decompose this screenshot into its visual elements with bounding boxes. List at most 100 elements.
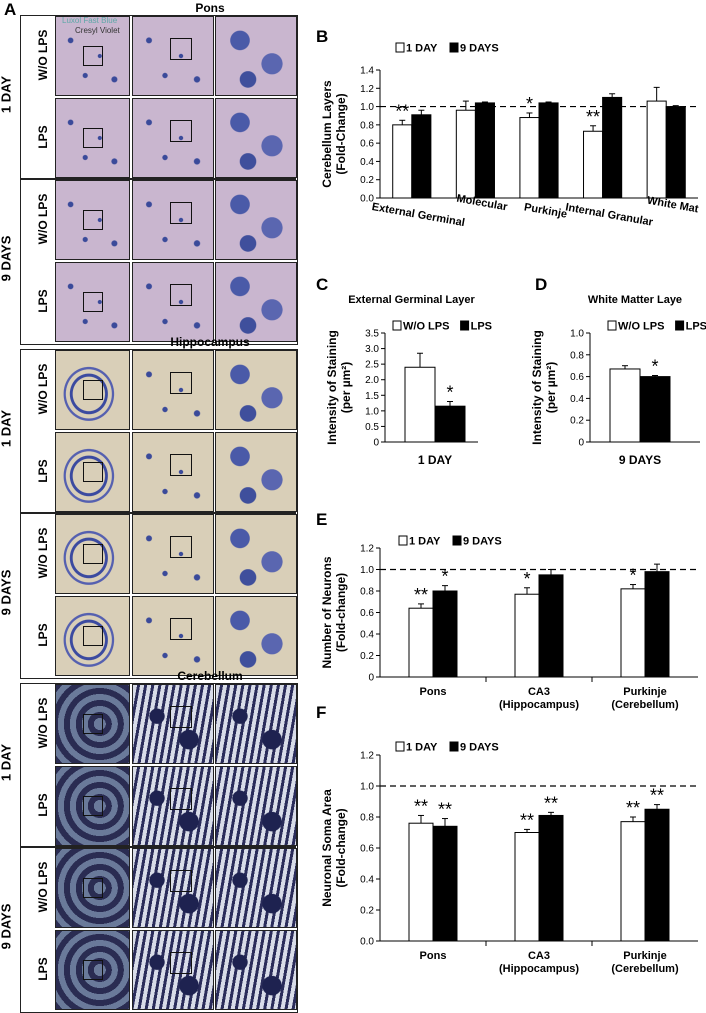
y-tick-label: 3.5: [365, 329, 379, 340]
y-tick-label: 0.4: [570, 394, 584, 405]
chart-title: White Matter Laye: [588, 294, 682, 306]
y-tick-label: 1.4: [360, 66, 374, 77]
histology-image: [215, 596, 297, 676]
y-tick-label: 0.8: [570, 350, 584, 361]
bar-9-days: [665, 106, 686, 199]
legend-label: W/O LPS: [618, 321, 664, 333]
inset-box: [83, 714, 103, 734]
bar-9-days: [411, 114, 432, 199]
bar-9-days: [602, 96, 623, 199]
legend-swatch: [452, 535, 462, 546]
histology-image: [55, 432, 130, 512]
inset-box: [170, 120, 192, 142]
category-label: CA3: [528, 950, 550, 962]
y-tick-label: 0.6: [360, 844, 374, 855]
histology-image: [215, 432, 297, 512]
legend-label: 1 DAY: [406, 742, 438, 754]
histology-image: [215, 766, 297, 846]
bar-1-day: [620, 821, 646, 942]
panel-letter-c: C: [316, 275, 328, 294]
bar-1-day: [514, 832, 540, 942]
y-tick-label: 0.4: [360, 630, 374, 641]
histology-image: [215, 16, 297, 96]
group-title-cerebellum: Cerebellum: [177, 669, 243, 683]
inset-box: [170, 38, 192, 60]
histology-image: [132, 432, 214, 512]
x-axis-label: 1 DAY: [418, 453, 452, 467]
y-axis-label: Intensity of Staining: [325, 330, 339, 445]
bar-9-days: [538, 574, 564, 678]
panel-letter-b: B: [316, 27, 328, 46]
inset-box: [170, 454, 192, 476]
bar-9-days: [432, 590, 458, 678]
y-tick-label: 0.2: [360, 906, 374, 917]
inset-box: [170, 284, 192, 306]
inset-box: [83, 878, 103, 898]
y-tick-label: 0.4: [360, 875, 374, 886]
y-tick-label: 0: [373, 438, 379, 449]
legend-swatch: [460, 320, 470, 331]
y-tick-label: 0.2: [360, 651, 374, 662]
chart-title: External Germinal Layer: [348, 294, 475, 306]
group-title-pons: Pons: [195, 1, 225, 15]
y-tick-label: 1.0: [360, 565, 374, 576]
legend-label: LPS: [686, 321, 706, 333]
y-axis-label: (Fold-change): [334, 573, 348, 652]
stain-legend-cresyl: Cresyl Violet: [75, 26, 120, 35]
y-axis-label: (Fold-Change): [334, 93, 348, 174]
legend-label: LPS: [471, 321, 492, 333]
significance-marker: **: [626, 798, 640, 818]
y-tick-label: 0.8: [360, 587, 374, 598]
time-divider: [20, 512, 296, 514]
y-tick-label: 0.8: [360, 120, 374, 131]
inset-box: [170, 618, 192, 640]
bar-1-day: [646, 100, 667, 199]
histology-image: [55, 262, 130, 342]
inset-box: [83, 46, 103, 66]
group-title-hippocampus: Hippocampus: [170, 335, 250, 349]
y-tick-label: 1.5: [365, 391, 379, 402]
time-divider: [20, 178, 296, 180]
y-tick-label: 0.6: [360, 608, 374, 619]
bar-1-day: [408, 607, 434, 678]
panel-letter-f: F: [316, 703, 326, 722]
y-tick-label: 2.0: [365, 375, 379, 386]
significance-marker: **: [650, 786, 664, 806]
histology-image: [55, 180, 130, 260]
histology-image: [132, 848, 214, 928]
significance-marker: **: [586, 107, 600, 127]
y-axis-label: (per µm²): [544, 362, 558, 414]
category-label: (Cerebellum): [611, 699, 679, 711]
category-label: Pons: [420, 950, 447, 962]
inset-box: [170, 952, 192, 974]
inset-box: [170, 536, 192, 558]
category-label: (Hippocampus): [499, 699, 579, 711]
inset-box: [83, 128, 103, 148]
category-label: CA3: [528, 686, 550, 698]
histology-image: [215, 262, 297, 342]
legend-swatch: [395, 741, 405, 752]
legend-swatch: [449, 42, 459, 53]
legend-swatch: [398, 535, 408, 546]
time-divider: [20, 846, 296, 848]
y-tick-label: 0.0: [360, 194, 374, 205]
inset-box: [83, 544, 103, 564]
bar-1-day: [455, 109, 476, 199]
bar-1-day: [519, 117, 540, 199]
panel-letter-a: A: [4, 0, 17, 19]
histology-image: [55, 514, 130, 594]
significance-marker: *: [629, 566, 636, 586]
bar-w-o-lps: [609, 368, 641, 443]
y-tick-label: 0: [368, 673, 374, 684]
significance-marker: **: [520, 810, 534, 830]
bar-charts: B 0.0 0.2 0.4 0.6 0.8 1.0 1.2 1.4 Cerebellum Laye…: [316, 27, 706, 975]
y-tick-label: 1.2: [360, 751, 374, 762]
legend-label: W/O LPS: [403, 321, 449, 333]
histology-image: [215, 514, 297, 594]
inset-box: [170, 788, 192, 810]
histology-image: [132, 180, 214, 260]
panel-letter-d: D: [535, 275, 547, 294]
category-label: Pons: [420, 686, 447, 698]
y-tick-label: 0.6: [570, 372, 584, 383]
category-label: Purkinje: [623, 950, 666, 962]
